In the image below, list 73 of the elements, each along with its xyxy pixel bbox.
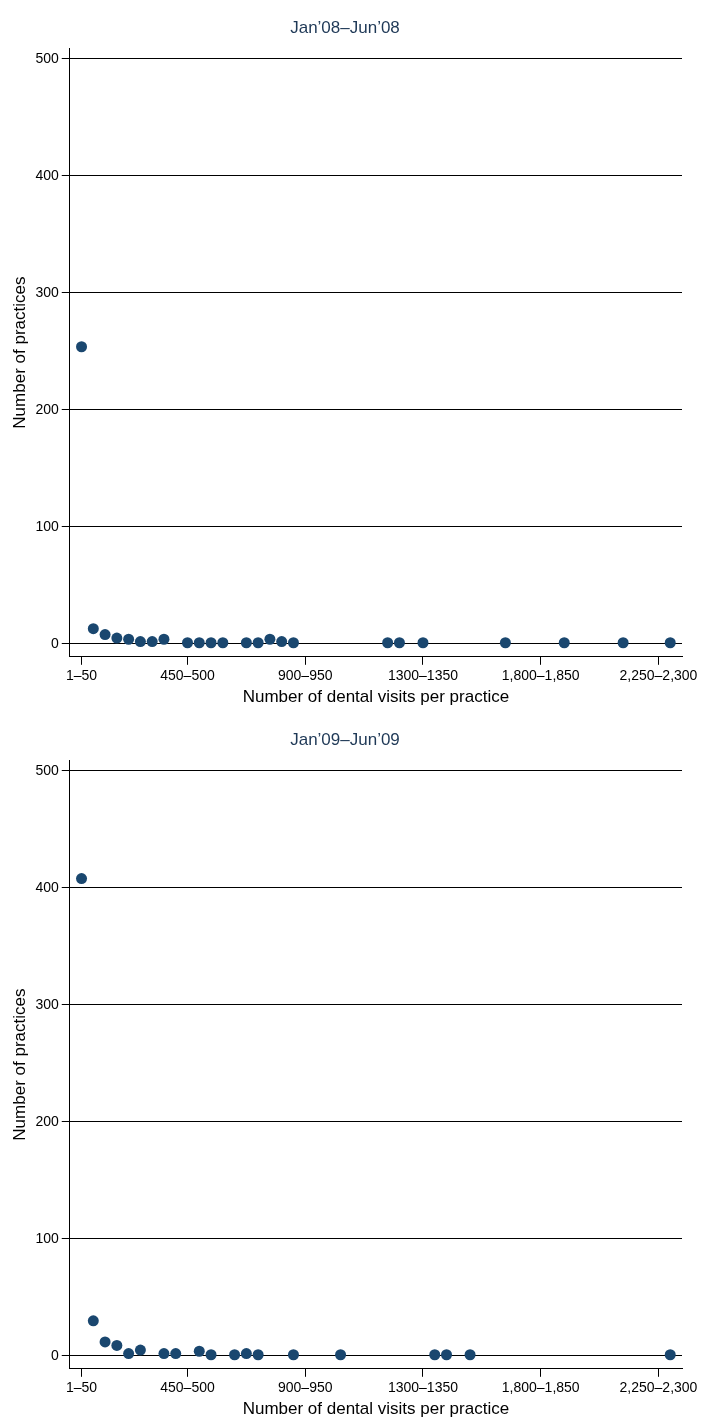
- point: [287, 637, 299, 649]
- x-axis-title: Number of dental visits per practice: [242, 687, 510, 707]
- point: [111, 1339, 123, 1351]
- point: [76, 873, 88, 885]
- chart-title: Jan’08–Jun’08: [290, 17, 400, 37]
- point: [240, 637, 252, 649]
- x-tick-label: 1–50: [65, 667, 98, 684]
- point: [664, 637, 676, 649]
- y-tick-label: 200: [35, 400, 59, 417]
- point: [123, 633, 135, 645]
- point: [617, 637, 629, 649]
- y-tick-label: 400: [35, 878, 59, 895]
- x-tick-label: 2,250–2,300: [619, 1379, 698, 1396]
- point: [441, 1349, 453, 1361]
- point: [393, 637, 405, 649]
- point: [170, 1348, 182, 1360]
- y-tick-label: 400: [35, 166, 59, 183]
- point: [464, 1349, 476, 1361]
- y-tick-label: 300: [35, 995, 59, 1012]
- x-tick-label: 1–50: [65, 1379, 98, 1396]
- chart-title: Jan’09–Jun’09: [290, 729, 400, 749]
- point: [264, 633, 276, 645]
- point: [193, 637, 205, 649]
- point: [558, 637, 570, 649]
- y-tick-label: 500: [35, 761, 59, 778]
- x-tick-label: 900–950: [277, 1379, 333, 1396]
- x-tick-label: 900–950: [277, 667, 333, 684]
- y-tick-label: 200: [35, 1112, 59, 1129]
- y-axis-title: Number of practices: [9, 988, 29, 1141]
- x-tick-label: 450–500: [160, 667, 215, 684]
- point: [240, 1348, 252, 1360]
- point: [205, 637, 217, 649]
- x-tick-label: 450–500: [160, 1379, 215, 1396]
- x-tick-label: 1,800–1,850: [501, 667, 580, 684]
- x-tick-label: 1300–1350: [387, 667, 459, 684]
- point: [287, 1349, 299, 1361]
- point: [664, 1349, 676, 1361]
- y-tick-label: 300: [35, 283, 59, 300]
- point: [499, 637, 511, 649]
- y-tick-label: 0: [50, 1346, 59, 1363]
- point: [158, 1348, 170, 1360]
- point: [417, 637, 429, 649]
- point: [276, 636, 288, 648]
- point: [252, 1349, 264, 1361]
- y-tick-label: 0: [50, 634, 59, 651]
- point: [99, 629, 111, 641]
- y-tick-label: 100: [35, 1229, 59, 1246]
- x-axis-title: Number of dental visits per practice: [242, 1399, 510, 1419]
- point: [158, 633, 170, 645]
- point: [99, 1336, 111, 1348]
- y-axis-title: Number of practices: [9, 276, 29, 429]
- x-tick-label: 1,800–1,850: [501, 1379, 580, 1396]
- x-tick-label: 2,250–2,300: [619, 667, 698, 684]
- x-tick-label: 1300–1350: [387, 1379, 459, 1396]
- point: [134, 636, 146, 648]
- point: [134, 1344, 146, 1356]
- point: [217, 637, 229, 649]
- point: [123, 1348, 135, 1360]
- point: [382, 637, 394, 649]
- point: [205, 1349, 217, 1361]
- point: [252, 637, 264, 649]
- point: [76, 341, 88, 353]
- y-tick-label: 500: [35, 49, 59, 66]
- point: [193, 1345, 205, 1357]
- y-tick-label: 100: [35, 517, 59, 534]
- point: [111, 632, 123, 644]
- point: [182, 637, 193, 649]
- point: [87, 1315, 99, 1327]
- point: [146, 636, 158, 648]
- point: [87, 623, 99, 635]
- point: [429, 1349, 441, 1361]
- point: [335, 1349, 347, 1361]
- point: [229, 1349, 241, 1361]
